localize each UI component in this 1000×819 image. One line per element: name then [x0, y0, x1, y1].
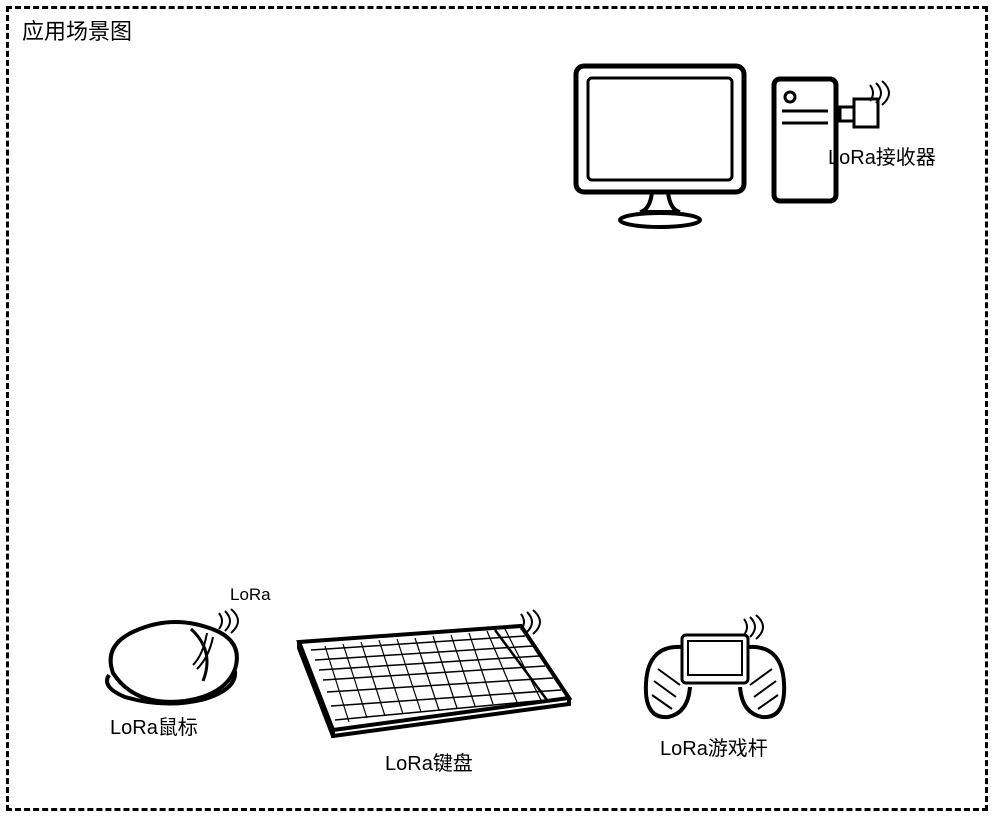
keyboard-node: LoRa键盘 — [285, 618, 575, 738]
receiver-node: LoRa接收器 — [838, 95, 882, 131]
mouse-label: LoRa鼠标 — [110, 711, 198, 740]
keyboard-label: LoRa键盘 — [385, 747, 473, 776]
mouse-node: LoRa LoRa鼠标 — [95, 615, 245, 707]
pc-tower-icon — [770, 75, 840, 205]
receiver-label: LoRa接收器 — [828, 141, 936, 170]
monitor-node — [570, 60, 750, 230]
wireless-icon — [215, 605, 251, 635]
wireless-icon — [866, 77, 902, 107]
mouse-extra-text: LoRa — [230, 585, 271, 605]
wireless-icon — [517, 606, 553, 636]
wireless-icon — [740, 611, 776, 641]
gamepad-label: LoRa游戏杆 — [660, 732, 768, 761]
diagram-title: 应用场景图 — [22, 14, 132, 46]
keyboard-icon — [285, 618, 575, 738]
monitor-icon — [570, 60, 750, 230]
gamepad-node: LoRa游戏杆 — [640, 625, 790, 725]
pc-tower-node — [770, 75, 840, 205]
